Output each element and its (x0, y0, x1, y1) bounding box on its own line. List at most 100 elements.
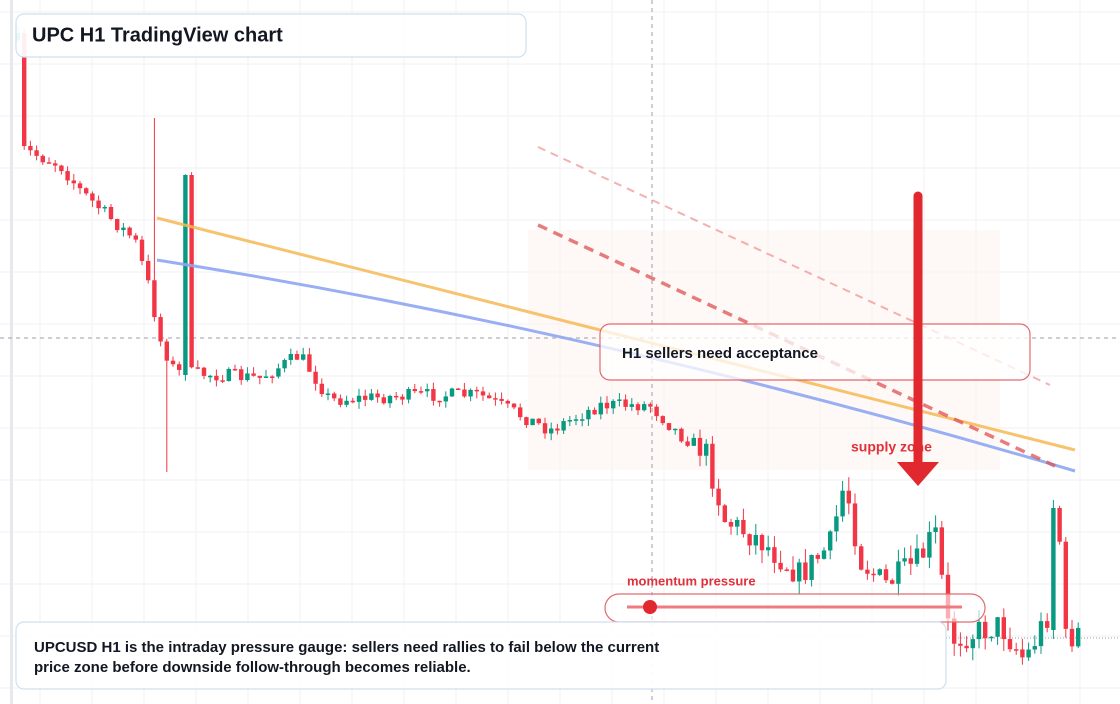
candle-body (1001, 617, 1006, 640)
candle-body (908, 558, 913, 564)
candle-body (883, 569, 889, 581)
candle-body (623, 399, 628, 407)
candle-body (183, 175, 188, 375)
candle-body (580, 419, 585, 421)
candle-body (691, 437, 696, 446)
candle-body (933, 527, 938, 533)
candle-body (164, 341, 169, 361)
candle-body (170, 360, 176, 365)
candle-body (443, 396, 448, 402)
candle-body (1057, 508, 1062, 542)
candle-body (629, 404, 634, 407)
candle-body (307, 354, 312, 372)
candle-body (964, 645, 969, 649)
candle-body (77, 183, 83, 189)
candle-body (821, 550, 827, 559)
candle-body (65, 171, 70, 181)
candle-body (976, 621, 982, 640)
candle-body (208, 375, 213, 378)
candle-body (1026, 649, 1031, 658)
candles (15, 26, 1081, 665)
candle-body (437, 400, 442, 403)
candle-body (555, 428, 560, 431)
candle-body (425, 389, 430, 392)
candle-body (592, 409, 597, 415)
candle-body (604, 402, 610, 409)
candle-body (958, 643, 963, 646)
candle-body (22, 33, 27, 147)
candle-body (759, 534, 765, 551)
candle-body (679, 428, 684, 442)
candle-body (356, 395, 362, 402)
candle-body (871, 573, 876, 576)
candle-body (586, 409, 591, 420)
candle-body (617, 399, 622, 401)
candle-body (71, 180, 76, 184)
candle-body (716, 488, 721, 506)
candle-body (840, 490, 845, 517)
candle-body (784, 569, 789, 571)
arrow-head (897, 462, 939, 486)
candle-body (1032, 646, 1037, 650)
candle-body (189, 175, 194, 368)
candle-body (108, 206, 114, 220)
gauge-knob (643, 600, 657, 614)
candle-body (115, 219, 120, 231)
candle-body (232, 368, 238, 371)
candle-body (511, 403, 517, 408)
candle-body (642, 404, 647, 411)
candle-body (288, 354, 293, 360)
candle-body (877, 569, 882, 575)
candle-body (660, 416, 665, 424)
title-box (15, 13, 527, 58)
candle-body (635, 404, 641, 411)
candle-body (505, 400, 510, 404)
candle-body (648, 404, 653, 407)
candle-body (474, 389, 479, 392)
candle-body (59, 165, 64, 172)
candle-body (400, 396, 405, 400)
candle-body (449, 388, 455, 397)
candle-body (1063, 541, 1068, 629)
candle-body (462, 389, 467, 397)
candle-body (939, 527, 944, 575)
candle-body (387, 395, 393, 404)
candle-body (970, 639, 975, 649)
candle-body (542, 423, 548, 434)
candle-body (369, 393, 374, 400)
candle-body (276, 368, 281, 377)
candle-body (319, 383, 324, 395)
candle-body (790, 569, 796, 582)
candle-body (728, 522, 734, 527)
candle-body (480, 391, 486, 396)
candle-body (766, 547, 771, 551)
candle-body (1020, 649, 1025, 658)
candle-body (914, 548, 920, 564)
candle-body (226, 368, 231, 382)
candle-body (1051, 508, 1056, 630)
candle-body (896, 561, 901, 584)
caption-line: UPCUSD H1 is the intraday pressure gauge… (34, 639, 659, 656)
candle-body (710, 443, 715, 489)
candle-body (1014, 649, 1019, 651)
candle-body (412, 388, 417, 392)
candle-body (220, 380, 225, 382)
candle-body (995, 617, 1000, 637)
candle-body (890, 580, 895, 584)
candle-body (666, 423, 672, 430)
candle-body (524, 417, 529, 426)
candle-body (214, 375, 219, 381)
candle-body (561, 421, 566, 431)
candle-body (772, 547, 777, 563)
candle-body (46, 162, 52, 164)
candle-body (673, 428, 678, 431)
candle-body (921, 548, 926, 558)
candle-body (195, 367, 200, 369)
candle-body (611, 400, 616, 409)
candle-body (518, 407, 523, 418)
candle-body (394, 395, 399, 398)
candle-body (121, 227, 126, 231)
candle-body (152, 280, 157, 318)
candle-body (865, 569, 870, 574)
